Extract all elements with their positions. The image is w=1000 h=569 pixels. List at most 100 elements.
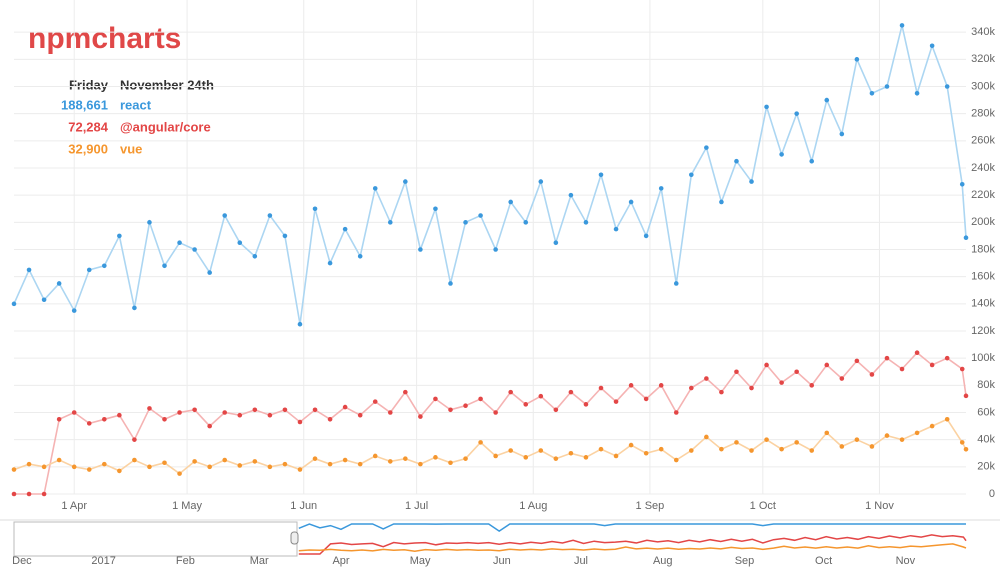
data-point	[448, 281, 453, 286]
data-point	[963, 235, 969, 241]
data-point	[252, 253, 258, 259]
data-point	[222, 410, 228, 415]
navigator-outside	[13, 521, 298, 557]
data-point	[297, 467, 303, 472]
data-point	[11, 301, 17, 307]
data-point	[523, 455, 529, 460]
data-point	[643, 396, 649, 402]
data-point	[117, 468, 122, 474]
data-point	[71, 308, 77, 313]
data-point	[237, 412, 243, 418]
data-point	[387, 459, 393, 464]
data-point	[719, 446, 724, 452]
series-line	[13, 25, 967, 325]
data-point	[162, 416, 167, 422]
data-point	[613, 226, 619, 232]
data-point	[26, 461, 32, 467]
data-point	[207, 464, 212, 470]
data-point	[869, 444, 875, 449]
chart-title: npmcharts	[28, 22, 181, 55]
data-point	[207, 423, 212, 429]
data-point	[147, 220, 152, 225]
data-point	[553, 240, 559, 246]
data-point	[478, 440, 483, 445]
data-point	[899, 23, 905, 28]
legend-label: vue	[120, 141, 142, 156]
navigator-line	[298, 543, 967, 553]
navigator-tick-label: Dec	[12, 555, 32, 567]
data-point	[177, 410, 182, 415]
data-point	[734, 440, 739, 445]
data-point	[884, 433, 890, 438]
data-point	[342, 226, 348, 232]
data-point	[899, 437, 905, 442]
data-point	[583, 455, 589, 460]
tooltip-value: 188,661	[61, 97, 108, 112]
data-point	[538, 448, 544, 453]
data-point	[914, 430, 920, 436]
data-point	[372, 453, 378, 459]
data-point	[282, 233, 288, 239]
navigator-tick-label: Jul	[574, 555, 588, 567]
data-point	[764, 362, 769, 368]
data-point	[869, 90, 875, 96]
data-point	[177, 240, 182, 246]
data-point	[839, 444, 845, 449]
navigator-handle[interactable]	[290, 531, 299, 545]
data-point	[41, 297, 47, 303]
navigator-tick-label: Apr	[332, 555, 349, 567]
data-point	[824, 362, 830, 368]
data-point	[944, 416, 950, 422]
data-point	[207, 270, 212, 275]
data-point	[719, 199, 724, 205]
data-point	[56, 281, 62, 286]
series-line	[14, 351, 967, 495]
data-point	[959, 440, 965, 445]
data-point	[71, 464, 77, 470]
data-point	[553, 407, 559, 413]
data-point	[147, 464, 152, 470]
y-tick-label: 300k	[971, 80, 995, 92]
data-point	[418, 414, 423, 419]
data-point	[192, 407, 197, 413]
x-tick-label: 1 Apr	[61, 500, 87, 512]
data-point	[312, 407, 318, 413]
data-point	[824, 430, 830, 436]
data-point	[658, 446, 664, 452]
navigator-tick-label: Jun	[493, 555, 511, 567]
data-point	[493, 247, 498, 252]
data-point	[839, 376, 845, 381]
data-point	[132, 305, 137, 311]
data-point	[463, 220, 468, 225]
data-point	[929, 362, 935, 368]
data-point	[658, 186, 664, 191]
data-point	[628, 199, 634, 205]
data-point	[643, 233, 649, 239]
x-tick-label: 1 Jun	[290, 500, 317, 512]
data-point	[387, 220, 393, 225]
data-point	[11, 491, 17, 497]
data-point	[809, 158, 815, 164]
y-tick-label: 340k	[971, 26, 995, 38]
data-point	[11, 467, 17, 472]
y-tick-label: 260k	[971, 135, 995, 147]
data-point	[734, 158, 739, 164]
data-point	[162, 263, 167, 269]
data-point	[869, 372, 875, 377]
x-tick-label: 1 May	[172, 500, 202, 512]
data-point	[357, 412, 363, 418]
y-tick-label: 120k	[971, 325, 995, 337]
data-point	[914, 350, 920, 356]
y-tick-label: 160k	[971, 271, 995, 283]
data-point	[764, 437, 769, 442]
data-point	[568, 450, 574, 456]
tooltip-weekday: Friday	[69, 77, 109, 92]
y-tick-label: 200k	[971, 216, 995, 228]
data-point	[418, 461, 423, 467]
data-point	[929, 423, 935, 429]
data-point	[403, 456, 408, 461]
data-point	[959, 366, 965, 372]
data-point	[327, 461, 333, 467]
data-point	[899, 366, 905, 372]
y-tick-label: 60k	[977, 406, 995, 418]
